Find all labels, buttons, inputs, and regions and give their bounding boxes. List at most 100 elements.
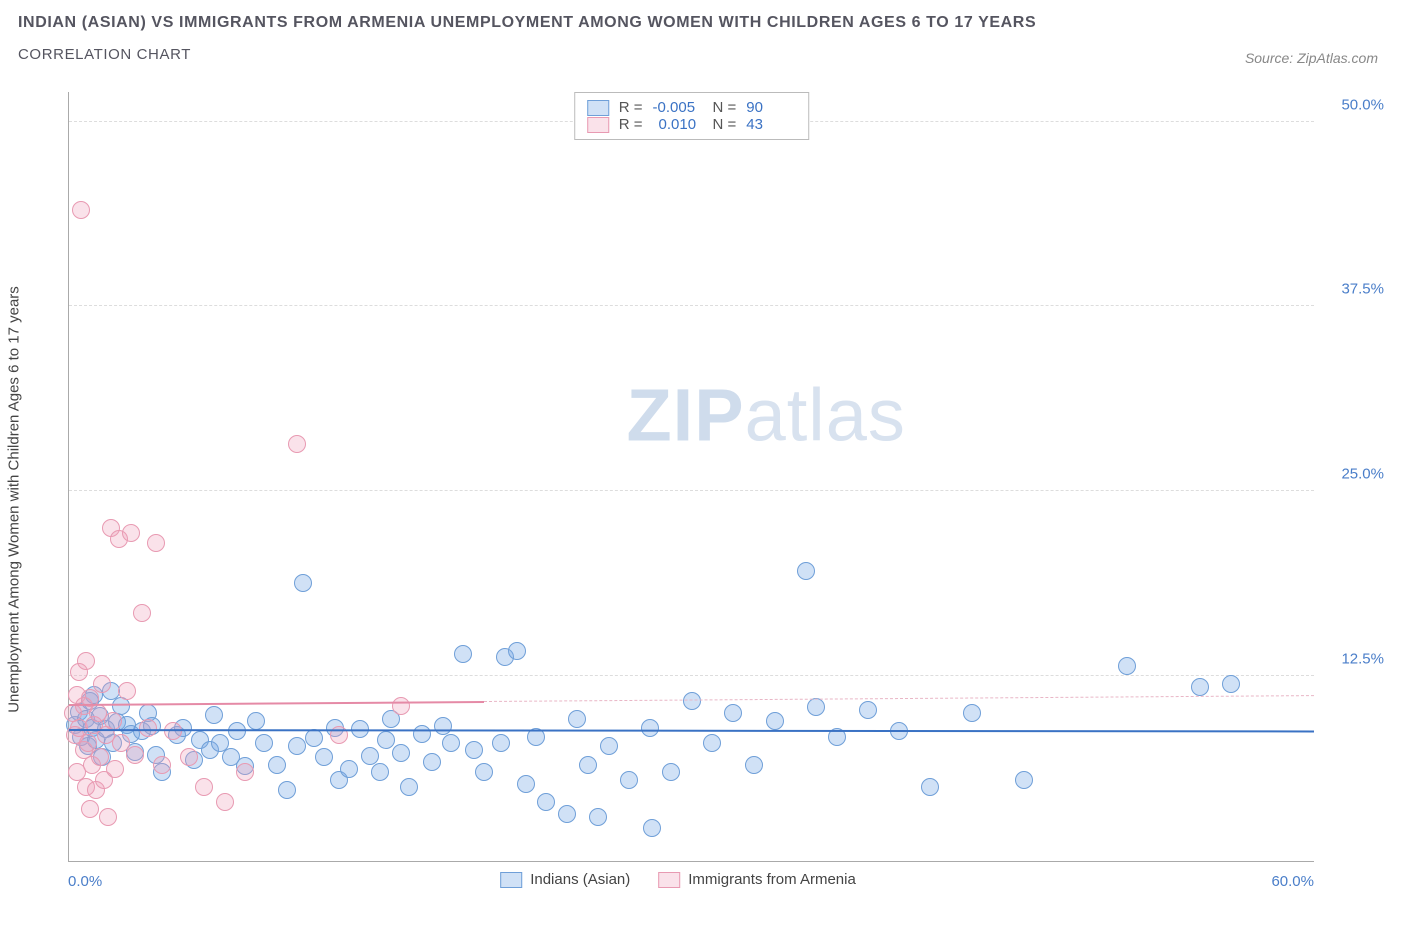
n-label: N = [713, 99, 737, 116]
scatter-point-blue [340, 760, 358, 778]
legend-label-blue: Indians (Asian) [530, 871, 630, 888]
legend-stats-row-pink: R = 0.010 N = 43 [587, 116, 797, 133]
scatter-point-pink [216, 793, 234, 811]
y-axis-label: Unemployment Among Women with Children A… [6, 286, 23, 713]
scatter-point-blue [465, 741, 483, 759]
legend-item-blue: Indians (Asian) [500, 871, 630, 888]
chart-subtitle: CORRELATION CHART [18, 46, 1388, 63]
legend-stats: R = -0.005 N = 90 R = 0.010 N = 43 [574, 92, 810, 140]
trendline-pink-dashed [484, 695, 1314, 702]
scatter-point-pink [93, 675, 111, 693]
watermark-atlas: atlas [745, 373, 906, 456]
source-prefix: Source: [1245, 50, 1297, 66]
scatter-point-pink [122, 524, 140, 542]
x-tick-min: 0.0% [68, 873, 102, 890]
scatter-point-pink [77, 652, 95, 670]
scatter-point-blue [413, 725, 431, 743]
scatter-point-pink [106, 760, 124, 778]
trendline-pink [69, 701, 484, 706]
scatter-point-blue [294, 574, 312, 592]
trendline-blue [69, 729, 1314, 732]
scatter-point-blue [600, 737, 618, 755]
scatter-point-blue [745, 756, 763, 774]
source-attribution: Source: ZipAtlas.com [1245, 50, 1378, 66]
scatter-point-blue [247, 712, 265, 730]
scatter-point-blue [305, 729, 323, 747]
scatter-point-blue [963, 704, 981, 722]
scatter-point-blue [377, 731, 395, 749]
scatter-point-pink [180, 748, 198, 766]
y-tick-label: 12.5% [1324, 651, 1384, 668]
scatter-point-blue [558, 805, 576, 823]
scatter-point-blue [1118, 657, 1136, 675]
scatter-point-pink [236, 763, 254, 781]
scatter-point-blue [442, 734, 460, 752]
scatter-point-pink [72, 201, 90, 219]
r-label: R = [619, 99, 643, 116]
scatter-point-blue [492, 734, 510, 752]
scatter-point-blue [423, 753, 441, 771]
swatch-blue-icon [500, 872, 522, 888]
scatter-point-blue [643, 819, 661, 837]
scatter-point-blue [807, 698, 825, 716]
scatter-point-blue [371, 763, 389, 781]
scatter-point-pink [126, 746, 144, 764]
gridline [69, 490, 1314, 491]
y-tick-label: 25.0% [1324, 466, 1384, 483]
scatter-point-blue [859, 701, 877, 719]
scatter-point-blue [620, 771, 638, 789]
legend-series: Indians (Asian) Immigrants from Armenia [500, 871, 856, 888]
scatter-point-blue [361, 747, 379, 765]
scatter-point-blue [1191, 678, 1209, 696]
watermark-zip: ZIP [626, 373, 744, 456]
n-label: N = [713, 116, 737, 133]
plot-area: ZIPatlas R = -0.005 N = 90 R = 0.010 N =… [68, 92, 1314, 862]
gridline [69, 305, 1314, 306]
gridline [69, 675, 1314, 676]
y-tick-label: 50.0% [1324, 96, 1384, 113]
scatter-point-pink [79, 734, 97, 752]
scatter-point-pink [153, 756, 171, 774]
r-value-blue: -0.005 [653, 99, 703, 116]
legend-stats-row-blue: R = -0.005 N = 90 [587, 99, 797, 116]
scatter-point-pink [133, 604, 151, 622]
x-tick-max: 60.0% [1271, 873, 1314, 890]
n-value-pink: 43 [746, 116, 796, 133]
scatter-point-blue [797, 562, 815, 580]
source-name: ZipAtlas.com [1297, 50, 1378, 66]
scatter-point-blue [1015, 771, 1033, 789]
scatter-point-blue [921, 778, 939, 796]
scatter-point-pink [288, 435, 306, 453]
scatter-point-pink [195, 778, 213, 796]
scatter-point-blue [589, 808, 607, 826]
watermark: ZIPatlas [626, 372, 905, 457]
scatter-point-blue [683, 692, 701, 710]
scatter-point-blue [288, 737, 306, 755]
scatter-point-blue [400, 778, 418, 796]
n-value-blue: 90 [746, 99, 796, 116]
chart-title: INDIAN (ASIAN) VS IMMIGRANTS FROM ARMENI… [18, 14, 1388, 32]
scatter-point-blue [508, 642, 526, 660]
scatter-point-pink [99, 808, 117, 826]
scatter-point-pink [118, 682, 136, 700]
scatter-point-blue [475, 763, 493, 781]
scatter-point-blue [724, 704, 742, 722]
scatter-point-blue [434, 717, 452, 735]
scatter-point-blue [278, 781, 296, 799]
chart-container: Unemployment Among Women with Children A… [42, 92, 1314, 890]
scatter-point-blue [255, 734, 273, 752]
y-tick-label: 37.5% [1324, 281, 1384, 298]
scatter-point-blue [268, 756, 286, 774]
scatter-point-blue [568, 710, 586, 728]
scatter-point-pink [81, 800, 99, 818]
scatter-point-pink [392, 697, 410, 715]
scatter-point-blue [662, 763, 680, 781]
scatter-point-blue [205, 706, 223, 724]
scatter-point-blue [641, 719, 659, 737]
swatch-blue-icon [587, 100, 609, 116]
scatter-point-blue [537, 793, 555, 811]
scatter-point-pink [139, 719, 157, 737]
scatter-point-blue [454, 645, 472, 663]
scatter-point-blue [315, 748, 333, 766]
scatter-point-blue [766, 712, 784, 730]
